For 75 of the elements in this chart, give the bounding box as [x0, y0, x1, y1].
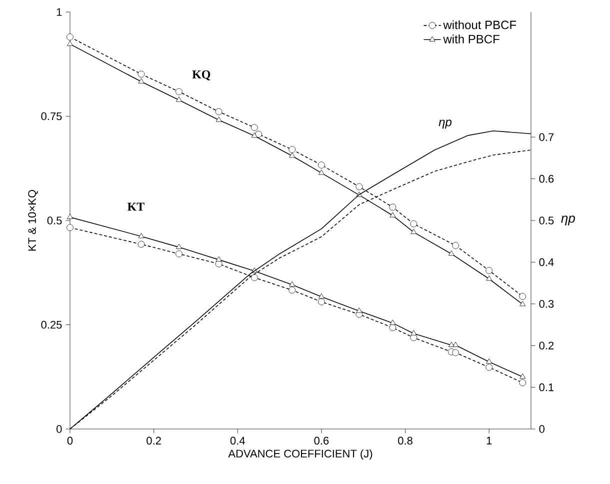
- annotation: KT: [127, 202, 144, 211]
- point: [138, 232, 144, 238]
- point: [176, 244, 182, 249]
- y2-tick-label: 0.1: [539, 383, 554, 392]
- y-tick-label: 0: [56, 425, 62, 433]
- point: [519, 379, 526, 386]
- y2-tick-label: 0.3: [539, 300, 554, 308]
- point: [138, 78, 144, 84]
- point: [410, 330, 417, 336]
- x-tick-label: 0.6: [314, 436, 329, 445]
- legend-label: without PBCF: [443, 20, 516, 30]
- point: [389, 204, 396, 211]
- y2-tick-label: 0.4: [539, 258, 554, 266]
- point: [318, 162, 325, 168]
- point: [318, 170, 324, 175]
- x-axis-title: ADVANCE COEFFICIENT (J): [228, 449, 372, 460]
- x-tick-label: 0.4: [230, 436, 245, 445]
- point: [176, 250, 182, 258]
- y-axis-title: KT & 10×KQ: [28, 190, 38, 251]
- point: [519, 292, 526, 300]
- y2-tick-label: 0.2: [539, 342, 554, 350]
- point: [486, 364, 492, 371]
- y2-axis-title: ηp: [561, 216, 575, 226]
- point: [176, 88, 182, 96]
- point: [486, 358, 492, 364]
- point: [216, 256, 222, 262]
- point: [251, 132, 258, 138]
- point: [288, 286, 296, 294]
- point: [251, 274, 258, 282]
- point: [318, 298, 325, 306]
- x-tick-label: 0: [67, 436, 73, 445]
- annotation: KQ: [192, 70, 210, 80]
- y-tick-label: 0.75: [41, 112, 62, 120]
- point: [288, 146, 296, 153]
- y-tick-label: 0.5: [47, 216, 62, 224]
- x-tick-label: 0.8: [398, 436, 412, 445]
- point: [390, 212, 396, 218]
- y-tick-label: 0.25: [41, 320, 62, 329]
- point: [255, 130, 262, 138]
- y2-tick-label: 0.5: [539, 216, 554, 224]
- y2-tick-label: 0.6: [539, 174, 554, 183]
- point: [452, 349, 459, 356]
- x-tick-label: 0.2: [146, 436, 161, 445]
- legend-label: with PBCF: [443, 34, 500, 44]
- point: [176, 96, 182, 102]
- point: [356, 183, 363, 190]
- point: [389, 324, 396, 332]
- point: [452, 242, 459, 249]
- point: [318, 293, 324, 299]
- point: [486, 267, 492, 274]
- point: [410, 220, 418, 228]
- point: [410, 334, 418, 342]
- point: [289, 281, 296, 287]
- y2-tick-label: 0: [539, 425, 544, 433]
- point: [289, 152, 296, 158]
- point: [448, 250, 454, 256]
- x-tick-label: 1: [486, 436, 492, 444]
- annotation: ηp: [438, 120, 452, 129]
- point: [251, 124, 258, 131]
- point: [215, 108, 222, 116]
- point: [66, 34, 74, 40]
- point: [520, 300, 526, 306]
- point: [215, 260, 222, 268]
- point: [216, 116, 222, 122]
- point: [138, 70, 145, 78]
- point: [390, 320, 396, 325]
- point: [452, 342, 459, 347]
- point: [138, 240, 145, 248]
- y-tick-label: 1: [56, 8, 62, 16]
- point: [66, 224, 74, 231]
- point: [520, 373, 526, 379]
- point: [486, 275, 492, 281]
- y2-tick-label: 0.7: [539, 133, 554, 141]
- point: [356, 308, 362, 313]
- point: [410, 228, 417, 234]
